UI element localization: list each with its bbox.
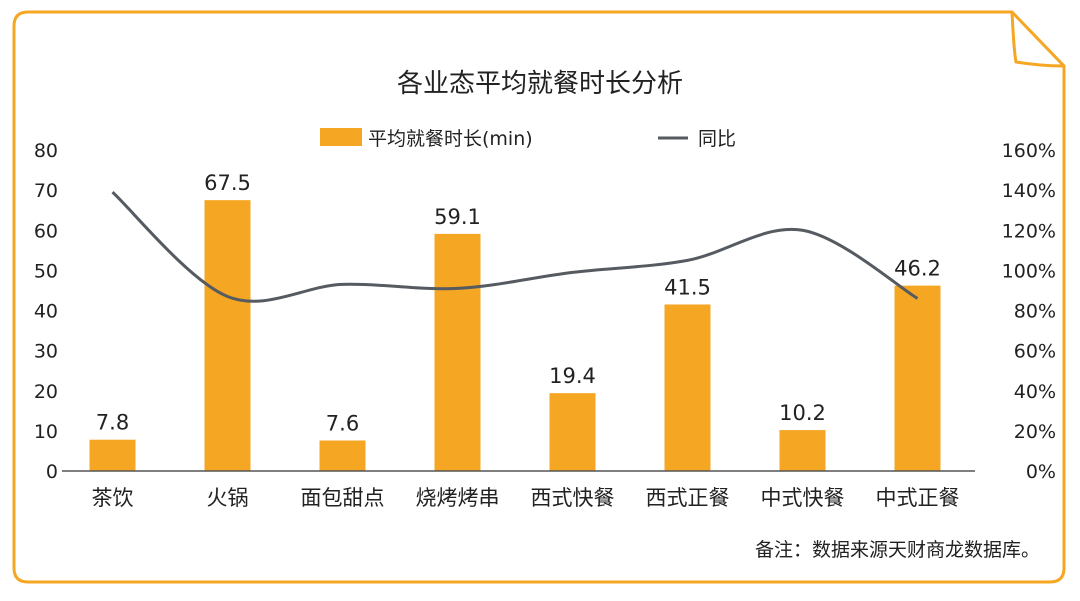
category-label: 西式快餐 [531, 486, 615, 510]
legend-line-label: 同比 [698, 128, 736, 150]
legend: 平均就餐时长(min) 同比 [320, 128, 736, 150]
bar-data-label: 19.4 [549, 364, 596, 388]
left-tick-label: 50 [34, 260, 58, 282]
right-tick-label: 80% [1014, 301, 1056, 323]
right-tick-label: 0% [1026, 461, 1056, 483]
left-tick-label: 40 [34, 301, 58, 323]
folded-corner [1010, 11, 1065, 68]
bar [434, 233, 481, 471]
bar [549, 393, 596, 471]
bar [89, 439, 136, 471]
category-label: 烧烤烤串 [416, 486, 500, 510]
left-tick-label: 10 [34, 421, 58, 443]
right-tick-label: 120% [1002, 220, 1056, 242]
right-tick-label: 100% [1002, 260, 1056, 282]
bar-data-label: 67.5 [204, 171, 251, 195]
category-label: 茶饮 [92, 486, 134, 510]
category-label: 西式正餐 [646, 486, 730, 510]
chart-title: 各业态平均就餐时长分析 [397, 69, 683, 99]
bar-data-label: 7.6 [326, 412, 359, 436]
category-label: 中式快餐 [761, 486, 845, 510]
category-labels: 茶饮 火锅 面包甜点 烧烤烤串 西式快餐 西式正餐 中式快餐 中式正餐 [92, 486, 960, 510]
right-tick-label: 140% [1002, 180, 1056, 202]
source-note: 备注：数据来源天财商龙数据库。 [755, 539, 1040, 561]
left-tick-label: 80 [34, 140, 58, 162]
left-tick-label: 30 [34, 341, 58, 363]
bar-data-label: 7.8 [96, 411, 129, 435]
bar [664, 304, 711, 471]
right-tick-label: 60% [1014, 341, 1056, 363]
bar-data-labels: 7.8 67.5 7.6 59.1 19.4 41.5 10.2 46.2 [96, 171, 941, 435]
left-tick-label: 70 [34, 180, 58, 202]
bar [894, 285, 941, 471]
yoy-line [111, 191, 919, 303]
left-tick-label: 60 [34, 220, 58, 242]
bar-data-label: 46.2 [894, 257, 941, 281]
bar [779, 430, 826, 471]
bar [319, 440, 366, 471]
left-tick-label: 20 [34, 381, 58, 403]
category-label: 面包甜点 [301, 486, 385, 510]
legend-bar-swatch [320, 128, 362, 146]
left-tick-label: 0 [46, 461, 58, 483]
category-label: 火锅 [207, 486, 249, 510]
bar-data-label: 41.5 [664, 275, 711, 299]
bar [204, 200, 251, 471]
bar-data-label: 10.2 [779, 401, 826, 425]
bar-data-label: 59.1 [434, 205, 481, 229]
bar-series [89, 200, 941, 471]
right-tick-label: 40% [1014, 381, 1056, 403]
left-axis-ticks: 0 10 20 30 40 50 60 70 80 [34, 140, 58, 483]
category-label: 中式正餐 [876, 486, 960, 510]
right-tick-label: 160% [1002, 140, 1056, 162]
right-axis-ticks: 0% 20% 40% 60% 80% 100% 120% 140% 160% [1002, 140, 1056, 483]
right-tick-label: 20% [1014, 421, 1056, 443]
legend-bar-label: 平均就餐时长(min) [368, 128, 533, 150]
